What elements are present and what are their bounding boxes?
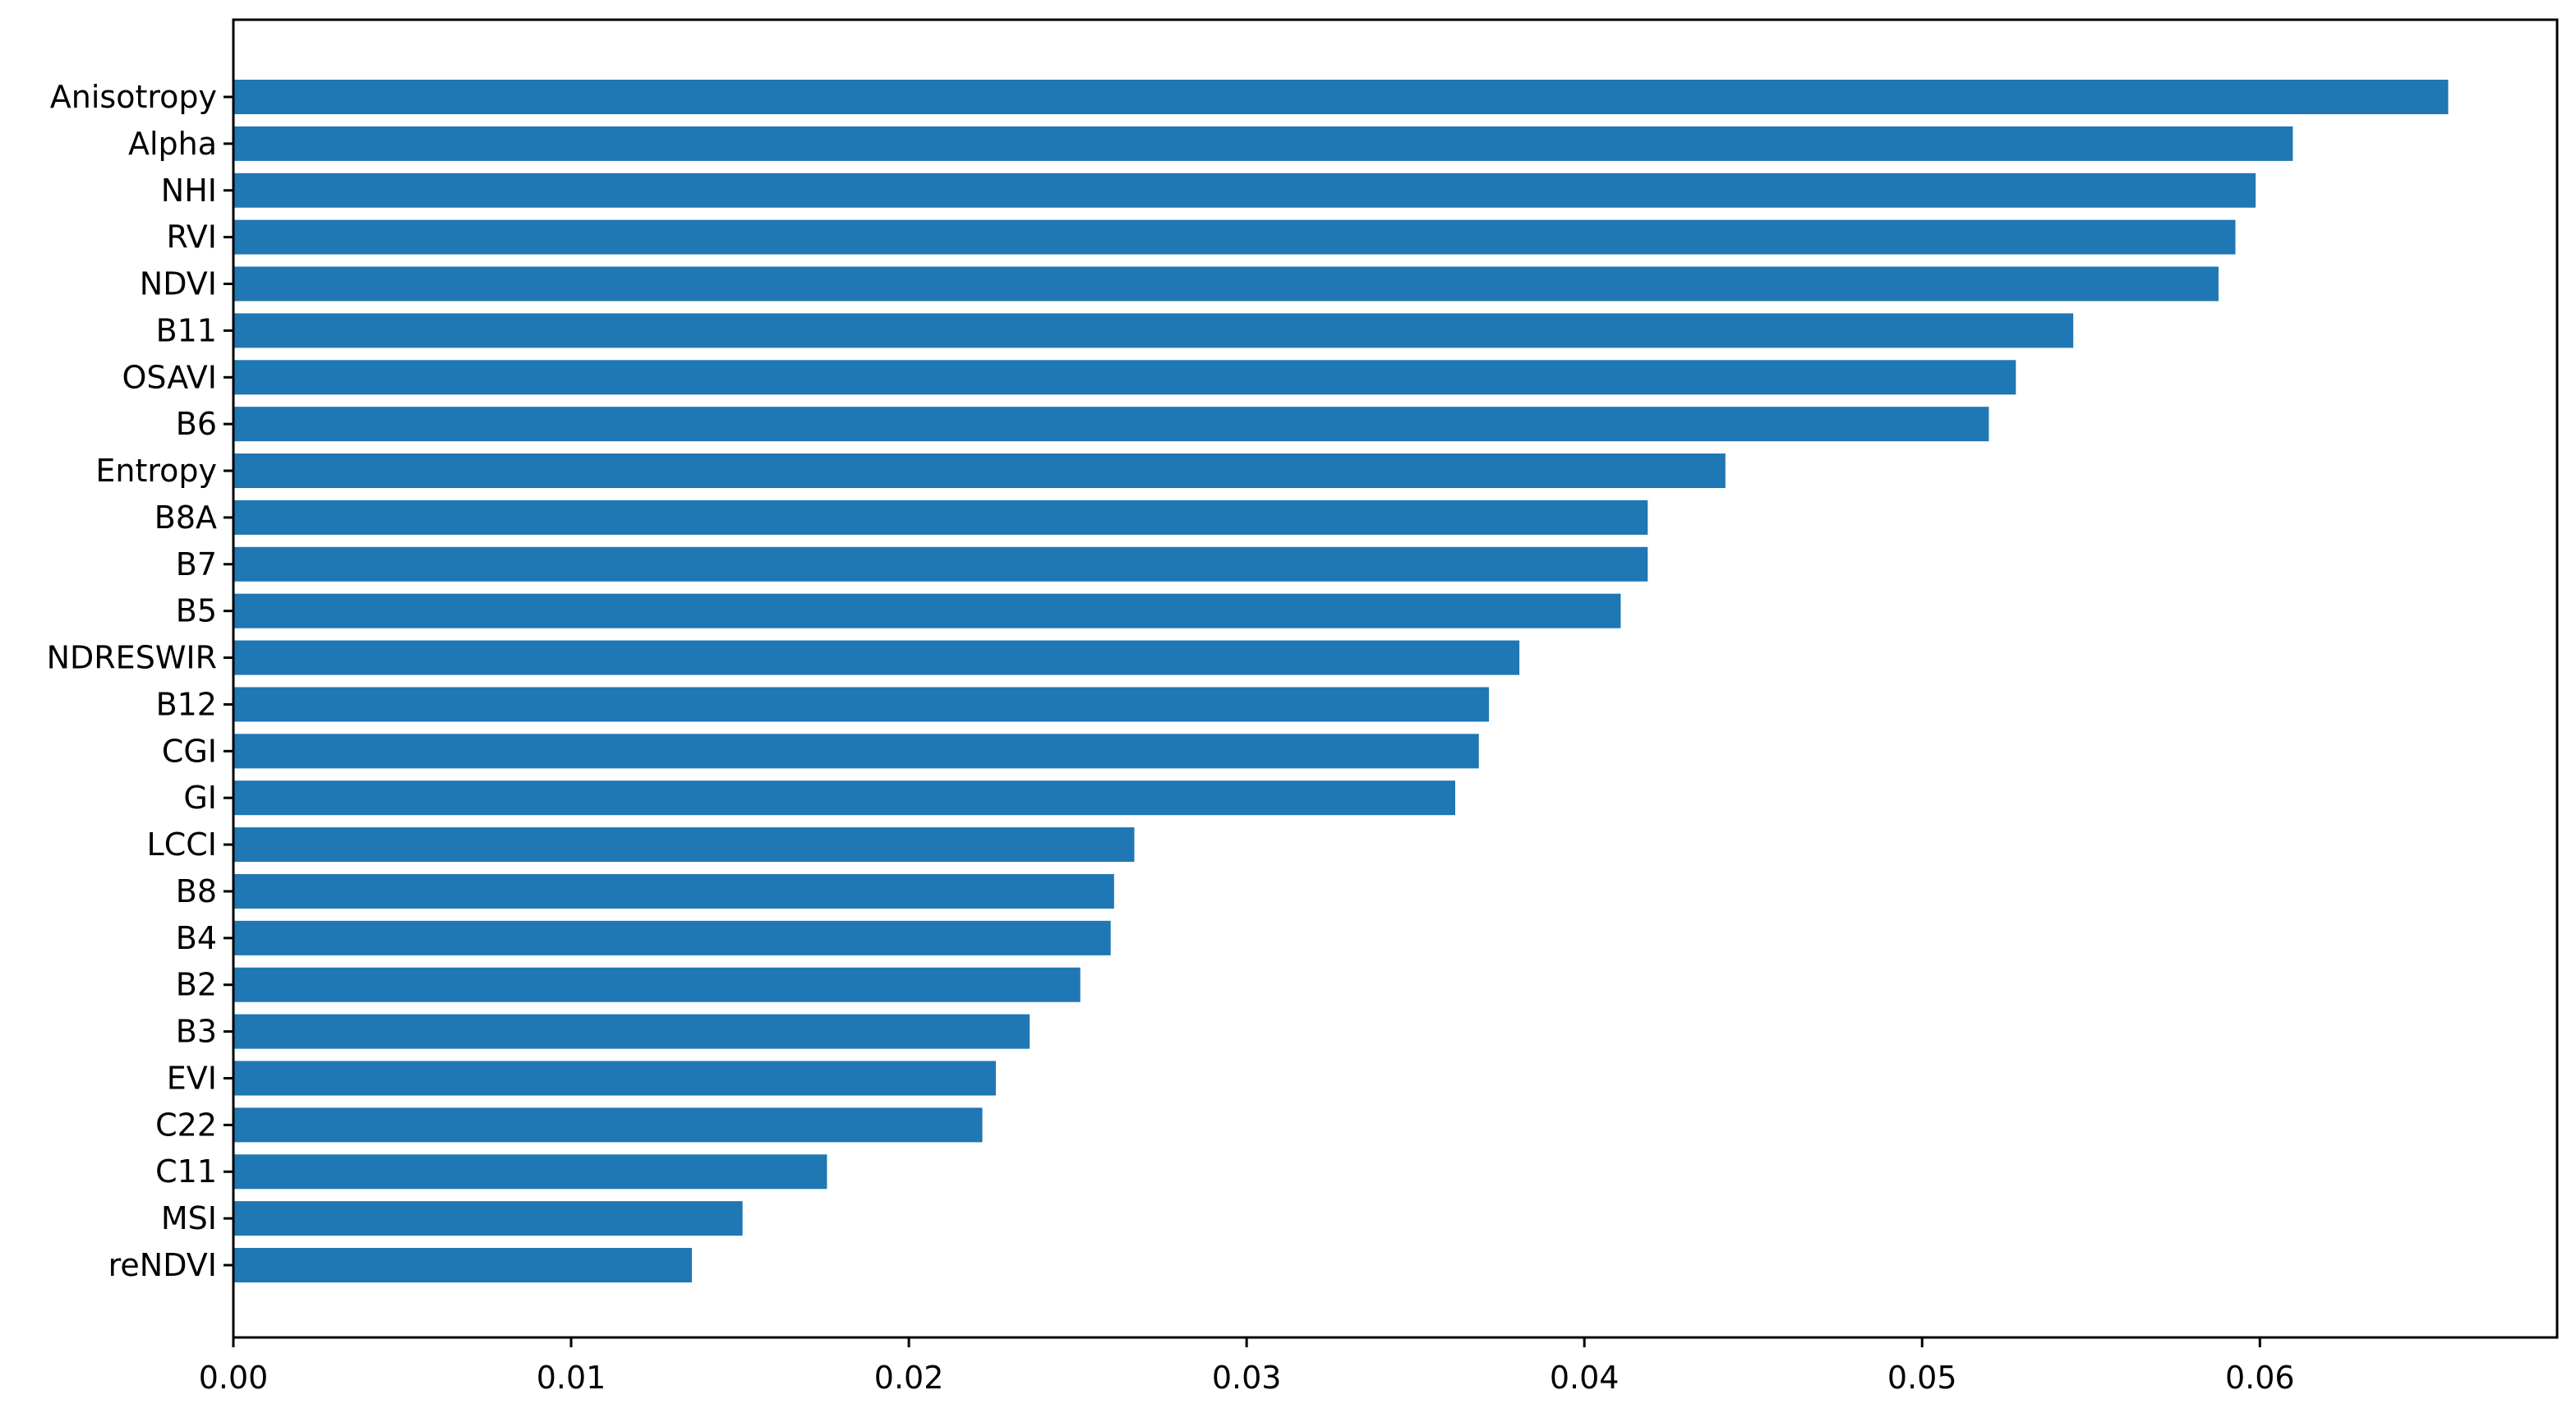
bar-evi	[233, 1059, 998, 1098]
bar-osavi	[233, 358, 2018, 397]
y-tick-label: Alpha	[128, 126, 217, 162]
y-tick-label: MSI	[161, 1200, 217, 1236]
bar-b11	[233, 311, 2076, 350]
y-tick-label: B8A	[154, 499, 217, 536]
bar-lcci	[233, 826, 1136, 864]
y-tick-label: NDVI	[140, 266, 217, 302]
bar-cgi	[233, 732, 1481, 771]
y-tick-label: NDRESWIR	[47, 640, 217, 676]
bar-gi	[233, 779, 1457, 817]
bar-alpha	[233, 124, 2295, 163]
x-tick-label: 0.04	[1550, 1360, 1620, 1396]
y-tick-label: GI	[183, 780, 217, 816]
y-tick-label: B4	[176, 920, 217, 956]
bar-b7	[233, 545, 1650, 583]
bar-msi	[233, 1199, 744, 1238]
bar-b6	[233, 405, 1991, 444]
bar-b3	[233, 1012, 1032, 1051]
bar-b8	[233, 872, 1116, 910]
y-tick-label: B5	[176, 593, 217, 629]
y-tick-label: B8	[176, 873, 217, 909]
y-tick-label: B11	[156, 312, 217, 348]
y-tick-label: RVI	[166, 219, 217, 255]
y-tick-label: CGI	[162, 733, 217, 769]
bar-anisotropy	[233, 78, 2450, 116]
bar-b12	[233, 685, 1491, 724]
x-tick-label: 0.05	[1887, 1360, 1957, 1396]
bar-rendvi	[233, 1246, 694, 1284]
y-tick-label: B6	[176, 406, 217, 442]
y-tick-label: C11	[155, 1153, 217, 1190]
y-tick-label: EVI	[167, 1060, 217, 1096]
y-tick-label: NHI	[161, 173, 217, 209]
bar-b8a	[233, 498, 1650, 536]
bars-layer	[233, 78, 2450, 1284]
bar-entropy	[233, 452, 1727, 490]
plot-frame	[232, 18, 2559, 1339]
y-tick-label: LCCI	[147, 826, 217, 863]
bar-rvi	[233, 218, 2237, 256]
bar-ndreswir	[233, 638, 1522, 677]
bar-c22	[233, 1106, 984, 1144]
x-tick-label: 0.06	[2225, 1360, 2295, 1396]
y-tick-label: B12	[156, 686, 217, 722]
bar-b4	[233, 918, 1113, 957]
x-tick-label: 0.01	[537, 1360, 606, 1396]
x-tick-label: 0.02	[874, 1360, 944, 1396]
bar-c11	[233, 1153, 829, 1191]
y-tick-label: B3	[176, 1014, 217, 1050]
bar-ndvi	[233, 265, 2220, 303]
y-tick-label: Anisotropy	[50, 79, 217, 115]
y-tick-label: B7	[176, 546, 217, 582]
bar-nhi	[233, 171, 2258, 209]
y-tick-label: Entropy	[95, 453, 217, 489]
y-tick-label: B2	[176, 967, 217, 1003]
y-tick-label: reNDVI	[108, 1247, 217, 1283]
x-tick-label: 0.00	[199, 1360, 269, 1396]
x-ticks-layer: 0.00 0.01 0.02 0.03 0.04 0.05 0.06	[199, 1337, 2295, 1396]
x-tick-label: 0.03	[1212, 1360, 1282, 1396]
y-tick-label: C22	[155, 1107, 217, 1143]
bar-b2	[233, 965, 1082, 1004]
y-ticks-layer: Anisotropy Alpha NHI RVI NDVI B11 OSAVI B6 Entro…	[47, 79, 233, 1283]
bar-b5	[233, 592, 1623, 630]
y-tick-label: OSAVI	[122, 359, 217, 395]
